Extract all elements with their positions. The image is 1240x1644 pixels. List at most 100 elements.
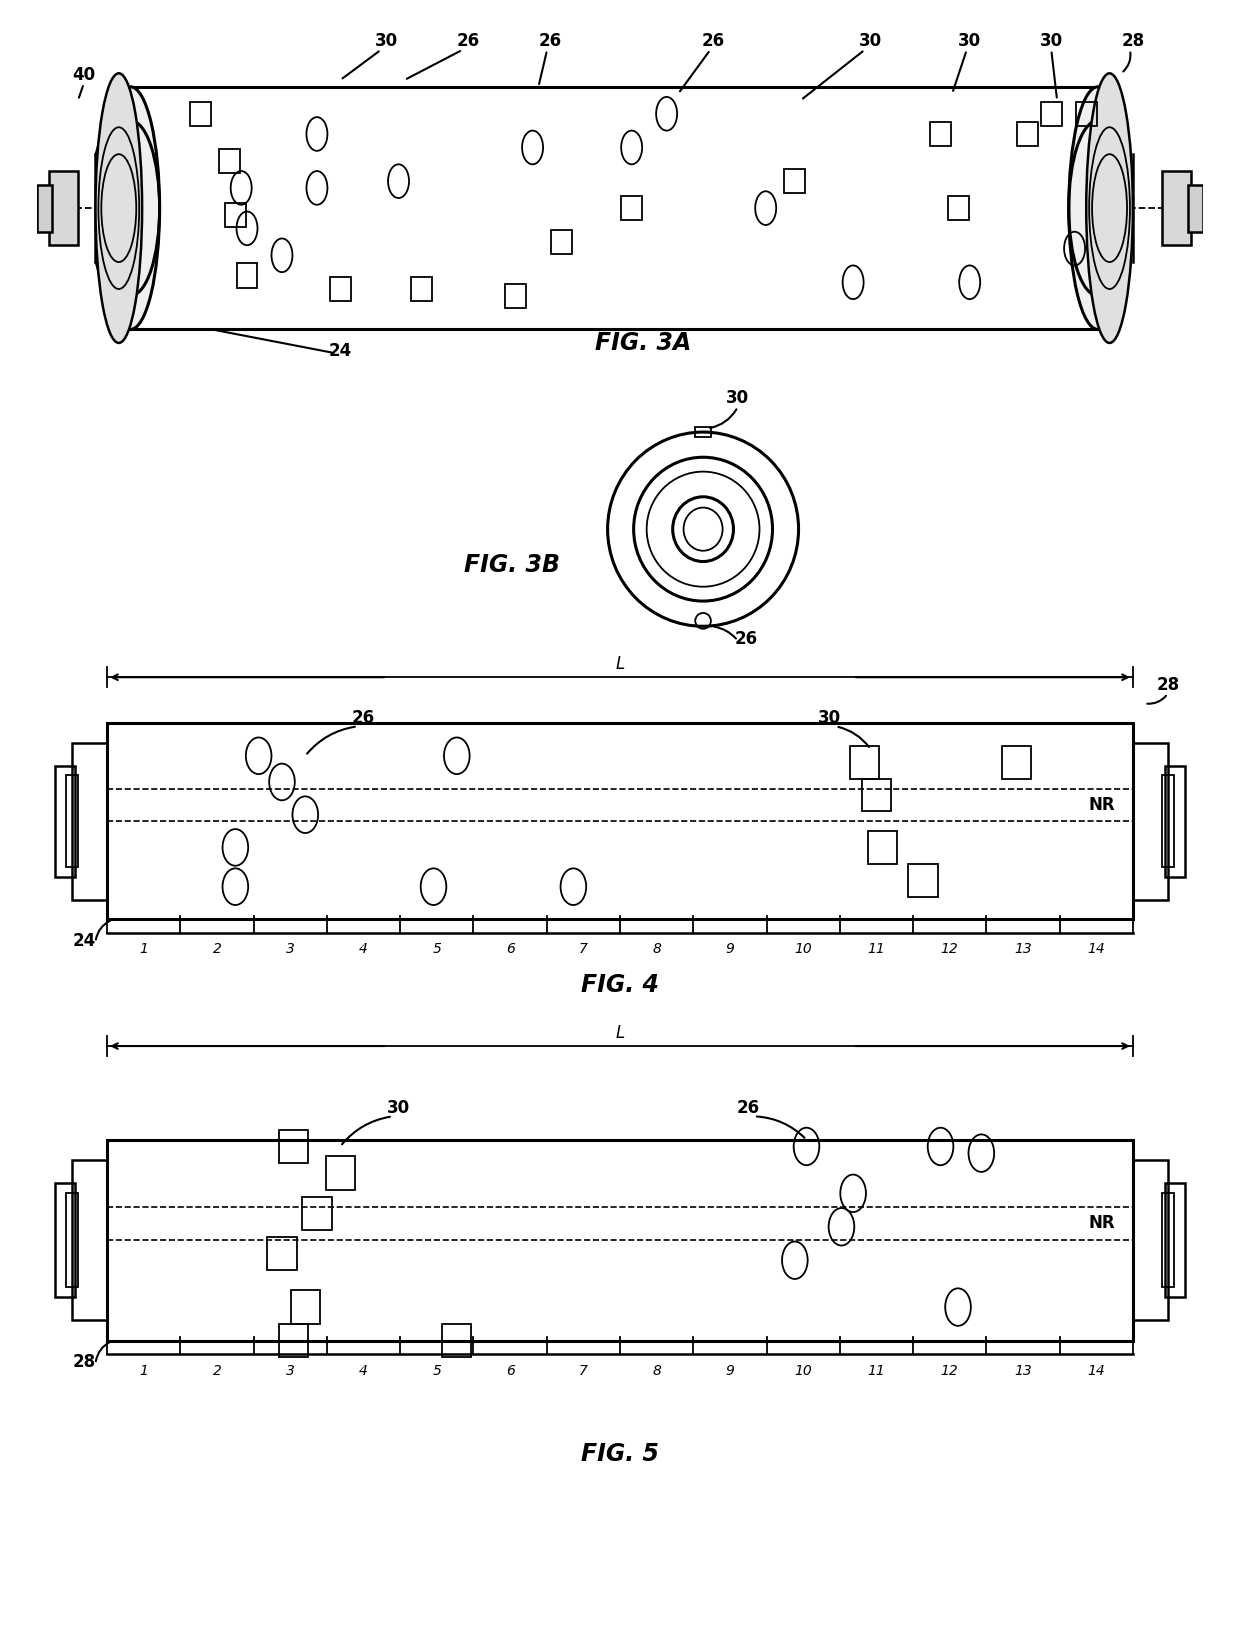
Text: NR: NR	[1089, 796, 1115, 814]
Bar	[412, 276, 433, 301]
Text: 7: 7	[579, 1365, 588, 1378]
Text: 30: 30	[818, 709, 842, 727]
Bar	[851, 746, 879, 779]
Bar	[1040, 102, 1061, 127]
Bar	[1018, 122, 1038, 146]
Text: 14: 14	[1087, 942, 1105, 957]
Text: 10: 10	[795, 942, 812, 957]
Bar	[107, 1139, 1133, 1340]
Bar	[443, 1323, 471, 1358]
Bar	[55, 1184, 76, 1297]
Ellipse shape	[95, 74, 143, 344]
Text: 40: 40	[72, 66, 95, 84]
Bar	[219, 150, 241, 173]
Text: 8: 8	[652, 942, 661, 957]
Text: 30: 30	[727, 390, 749, 408]
Bar	[290, 1291, 320, 1323]
Bar	[72, 1161, 107, 1320]
Text: 10: 10	[795, 1365, 812, 1378]
Bar	[279, 1129, 309, 1164]
Bar	[279, 1323, 309, 1358]
Text: 14: 14	[1087, 1365, 1105, 1378]
Text: 28: 28	[1121, 33, 1145, 51]
Bar	[237, 263, 258, 288]
Text: 6: 6	[506, 942, 515, 957]
Bar	[268, 1236, 296, 1271]
Bar	[1162, 171, 1192, 245]
Text: 8: 8	[652, 1365, 661, 1378]
Text: L: L	[615, 656, 625, 672]
Bar	[66, 1194, 78, 1287]
Bar	[505, 284, 526, 307]
Text: 24: 24	[329, 342, 352, 360]
Text: 30: 30	[387, 1098, 410, 1116]
Text: FIG. 3A: FIG. 3A	[595, 330, 692, 355]
Text: 30: 30	[1039, 33, 1063, 51]
Text: 9: 9	[725, 942, 734, 957]
Text: 30: 30	[859, 33, 882, 51]
Text: NR: NR	[1089, 1215, 1115, 1233]
Bar	[66, 776, 78, 866]
Bar	[1188, 184, 1203, 232]
Text: 28: 28	[1156, 676, 1179, 694]
Ellipse shape	[102, 87, 160, 329]
Bar	[190, 102, 211, 127]
Bar	[55, 766, 76, 876]
Text: 26: 26	[538, 33, 562, 51]
Bar	[303, 1197, 331, 1230]
Bar	[326, 1156, 355, 1190]
Text: 26: 26	[352, 709, 376, 727]
Bar	[862, 779, 892, 812]
Bar	[37, 184, 52, 232]
Text: 13: 13	[1014, 1365, 1032, 1378]
Text: 26: 26	[456, 33, 480, 51]
Text: 1: 1	[139, 1365, 149, 1378]
Text: 24: 24	[72, 932, 95, 950]
Bar	[224, 202, 246, 227]
Bar	[552, 230, 572, 253]
Text: 26: 26	[702, 33, 725, 51]
Text: 3: 3	[286, 1365, 295, 1378]
Text: FIG. 3B: FIG. 3B	[464, 552, 560, 577]
Bar	[48, 171, 78, 245]
Text: L: L	[615, 1024, 625, 1042]
Bar	[909, 863, 937, 896]
Text: FIG. 4: FIG. 4	[582, 973, 658, 996]
Text: 30: 30	[376, 33, 398, 51]
Text: 12: 12	[941, 942, 959, 957]
Bar	[930, 122, 951, 146]
Text: 26: 26	[737, 1098, 760, 1116]
Bar	[1164, 766, 1185, 876]
Bar	[1133, 1161, 1168, 1320]
Text: 5: 5	[433, 1365, 441, 1378]
Ellipse shape	[1086, 74, 1133, 344]
Text: 1: 1	[139, 942, 149, 957]
Text: 12: 12	[941, 1365, 959, 1378]
Bar	[72, 743, 107, 899]
Text: 4: 4	[360, 942, 368, 957]
Bar	[696, 427, 711, 437]
Bar	[330, 276, 351, 301]
Text: 6: 6	[506, 1365, 515, 1378]
Bar	[947, 196, 968, 220]
Text: 4: 4	[360, 1365, 368, 1378]
Text: 9: 9	[725, 1365, 734, 1378]
Text: 30: 30	[959, 33, 981, 51]
Bar	[1133, 743, 1168, 899]
Bar	[107, 723, 1133, 919]
Text: FIG. 5: FIG. 5	[582, 1442, 658, 1466]
Text: 5: 5	[433, 942, 441, 957]
Bar	[1162, 1194, 1173, 1287]
Text: 26: 26	[735, 630, 758, 648]
Text: 3: 3	[286, 942, 295, 957]
Bar	[1076, 102, 1096, 127]
Ellipse shape	[1069, 87, 1127, 329]
Bar	[1162, 776, 1173, 866]
Text: 2: 2	[212, 942, 222, 957]
Bar	[868, 832, 897, 863]
Text: 11: 11	[868, 942, 885, 957]
Text: 7: 7	[579, 942, 588, 957]
Bar	[785, 169, 805, 194]
Text: 2: 2	[212, 1365, 222, 1378]
Text: 28: 28	[72, 1353, 95, 1371]
